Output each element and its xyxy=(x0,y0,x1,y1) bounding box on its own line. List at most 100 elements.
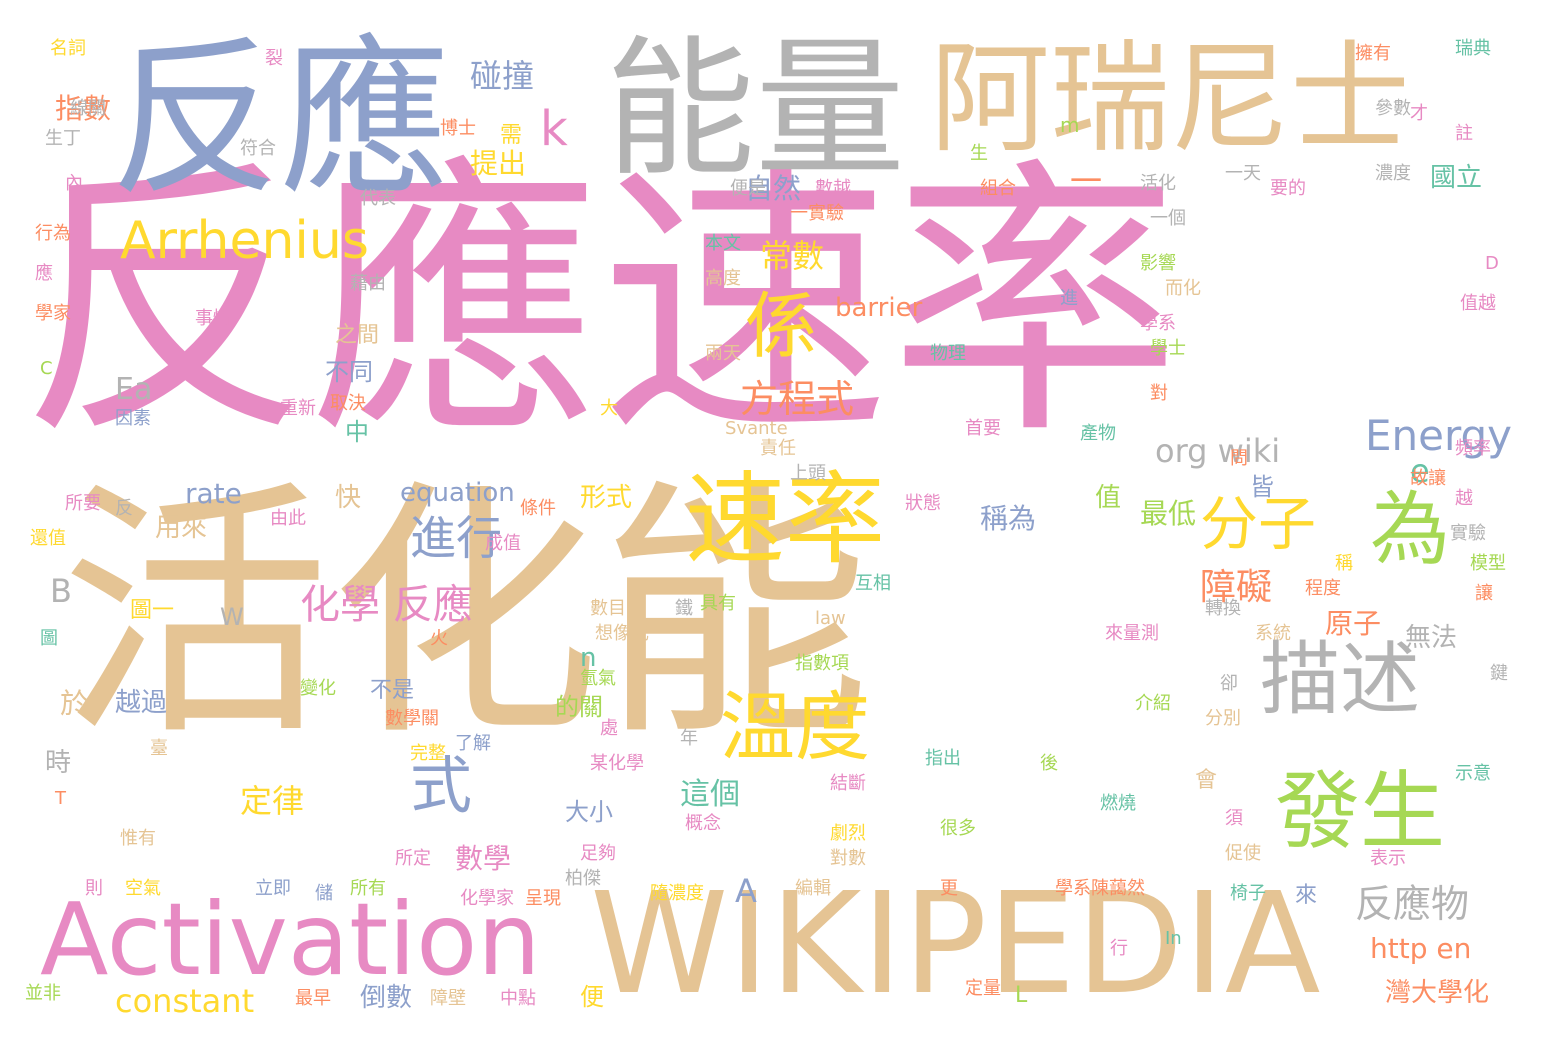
cloud-word-51: 不同 xyxy=(325,358,373,386)
cloud-word-158: 則 xyxy=(85,878,103,899)
cloud-word-2: 反應 xyxy=(110,21,451,219)
cloud-word-139: 對數 xyxy=(830,848,866,869)
cloud-word-106: 首要 xyxy=(965,418,1001,439)
cloud-word-45: 皆 xyxy=(1250,473,1274,501)
cloud-word-132: 變化 xyxy=(300,678,336,699)
cloud-word-80: 行為 xyxy=(35,223,71,244)
cloud-word-122: 轉換 xyxy=(1205,598,1241,619)
cloud-word-159: 空氣 xyxy=(125,878,161,899)
cloud-word-14: 分子 xyxy=(1200,490,1317,558)
cloud-word-165: 惟有 xyxy=(120,828,156,849)
cloud-word-16: 化學 反應 xyxy=(300,582,473,628)
cloud-word-189: 裂 xyxy=(265,48,283,69)
cloud-word-6: Activation xyxy=(40,881,541,998)
cloud-word-136: 某化學 xyxy=(590,753,644,774)
cloud-word-104: 責任 xyxy=(760,438,796,459)
cloud-word-131: D xyxy=(1485,253,1499,274)
cloud-word-173: 介紹 xyxy=(1135,693,1171,714)
cloud-word-181: 臺 xyxy=(150,738,168,759)
cloud-word-1: 活化能 xyxy=(60,457,870,772)
cloud-word-167: 燃燒 xyxy=(1100,793,1136,814)
cloud-word-75: 線關 xyxy=(70,98,106,119)
cloud-word-78: 代表 xyxy=(360,188,396,209)
cloud-word-25: http en xyxy=(1370,932,1472,965)
cloud-word-182: 圖 xyxy=(40,628,58,649)
cloud-word-149: In xyxy=(1165,928,1182,949)
cloud-word-111: 具有 xyxy=(700,593,736,614)
cloud-word-120: 來量測 xyxy=(1105,623,1159,644)
cloud-word-152: L xyxy=(1015,983,1028,1008)
cloud-word-157: 並非 xyxy=(25,983,61,1004)
cloud-word-11: 溫度 xyxy=(720,683,871,771)
cloud-word-55: 於 xyxy=(60,687,89,720)
cloud-word-127: 頻率 xyxy=(1455,438,1491,459)
cloud-word-37: 提出 xyxy=(470,147,527,180)
cloud-word-83: 重新 xyxy=(280,398,316,419)
cloud-word-27: equation xyxy=(400,478,515,508)
cloud-word-81: 學家 xyxy=(35,303,71,324)
cloud-word-17: 方程式 xyxy=(740,377,855,421)
cloud-word-105: 產物 xyxy=(1080,423,1116,444)
cloud-word-21: 常數 xyxy=(760,237,825,275)
cloud-word-87: 由此 xyxy=(270,508,306,529)
cloud-word-48: 大小 xyxy=(565,798,613,826)
cloud-word-160: 立即 xyxy=(255,878,291,899)
cloud-word-91: 兩天 xyxy=(705,343,741,364)
cloud-word-20: 進行 xyxy=(410,511,502,565)
cloud-word-39: Ea xyxy=(115,372,153,407)
cloud-word-67: 註 xyxy=(1455,123,1473,144)
cloud-word-151: 定量 xyxy=(965,978,1001,999)
cloud-word-172: 指出 xyxy=(925,748,961,769)
cloud-word-38: 自然 xyxy=(745,172,802,205)
cloud-word-85: 取決 xyxy=(330,393,366,414)
cloud-word-26: constant xyxy=(115,982,255,1020)
cloud-word-143: 隨濃度 xyxy=(650,883,704,904)
cloud-word-154: 中點 xyxy=(500,988,536,1009)
cloud-word-116: 想像成 xyxy=(595,623,649,644)
cloud-word-144: 編輯 xyxy=(795,878,831,899)
cloud-word-13: 係 xyxy=(745,284,818,368)
cloud-word-47: 形式 xyxy=(580,483,633,513)
cloud-word-101: 組合 xyxy=(980,178,1016,199)
cloud-word-74: 符合 xyxy=(240,138,276,159)
cloud-word-133: 數學關 xyxy=(385,708,439,729)
cloud-word-29: barrier xyxy=(835,293,923,323)
cloud-word-18: Energy xyxy=(1365,411,1513,460)
cloud-word-171: 後 xyxy=(1040,753,1058,774)
cloud-word-65: 一 xyxy=(1070,162,1103,200)
cloud-word-102: 要的 xyxy=(1270,178,1306,199)
cloud-word-193: 對 xyxy=(1150,383,1168,404)
cloud-word-33: 這個 xyxy=(680,777,740,812)
cloud-word-10: 發生 xyxy=(1275,763,1446,862)
cloud-word-117: n xyxy=(580,643,597,673)
cloud-word-110: 互相 xyxy=(855,573,891,594)
cloud-word-97: 一實驗 xyxy=(790,203,844,224)
cloud-word-92: 物理 xyxy=(930,343,966,364)
cloud-word-7: 速率 xyxy=(685,461,885,578)
cloud-word-69: 瑞典 xyxy=(1455,38,1491,59)
cloud-word-166: 所定 xyxy=(395,848,431,869)
cloud-word-191: 生 xyxy=(970,143,988,164)
cloud-word-141: 足夠 xyxy=(580,843,616,864)
cloud-word-128: 故讓 xyxy=(1410,468,1446,489)
cloud-word-175: 卻 xyxy=(1220,673,1238,694)
cloud-word-70: 擁有 xyxy=(1355,43,1391,64)
cloud-word-46: 值 xyxy=(1095,483,1122,513)
cloud-word-0: 反應速率 xyxy=(20,136,1180,473)
cloud-word-190: 才 xyxy=(1410,103,1428,124)
cloud-word-177: 須 xyxy=(1225,808,1243,829)
cloud-word-100: 數越 xyxy=(815,178,851,199)
cloud-word-176: 年 xyxy=(680,728,698,749)
cloud-word-43: 原子 xyxy=(1325,607,1382,640)
cloud-word-188: 內 xyxy=(65,173,83,194)
cloud-word-186: C xyxy=(40,358,53,379)
cloud-word-178: 會 xyxy=(1195,768,1218,793)
cloud-word-30: 障礙 xyxy=(1200,567,1273,608)
cloud-word-147: 椅子 xyxy=(1230,883,1266,904)
cloud-word-49: 倒數 xyxy=(360,983,413,1013)
cloud-word-135: 完整 xyxy=(410,743,446,764)
cloud-word-66: 博士 xyxy=(440,118,476,139)
cloud-word-115: 火 xyxy=(430,628,448,649)
cloud-word-126: 模型 xyxy=(1470,553,1506,574)
cloud-word-123: 程度 xyxy=(1305,578,1341,599)
